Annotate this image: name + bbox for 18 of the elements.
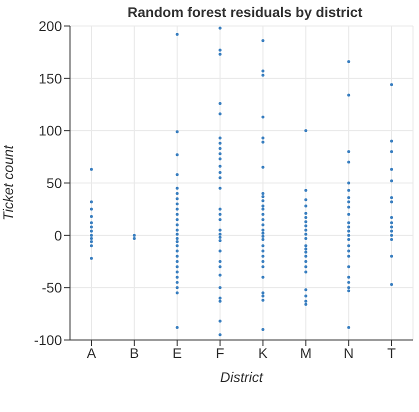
y-tick-label: 50 (46, 174, 62, 191)
x-tick-label: A (86, 344, 97, 361)
x-tick-label: N (344, 344, 354, 361)
x-tick-label: F (216, 344, 224, 361)
x-tick-label: M (300, 344, 312, 361)
y-tick-label: 0 (54, 227, 62, 244)
x-tick-label: B (130, 344, 139, 361)
x-tick-label: T (387, 344, 396, 361)
y-tick-label: -100 (34, 332, 62, 348)
x-tick-label: E (172, 344, 182, 361)
x-tick-label: K (258, 344, 268, 361)
y-tick-label: 150 (38, 70, 62, 86)
y-tick-label: 200 (38, 18, 62, 34)
chart-title: Random forest residuals by district (126, 4, 364, 20)
y-tick-label: -50 (42, 280, 62, 296)
y-tick-label: 100 (38, 122, 62, 139)
x-axis-title: District (220, 369, 264, 385)
y-axis-title: Ticket count (0, 144, 16, 221)
